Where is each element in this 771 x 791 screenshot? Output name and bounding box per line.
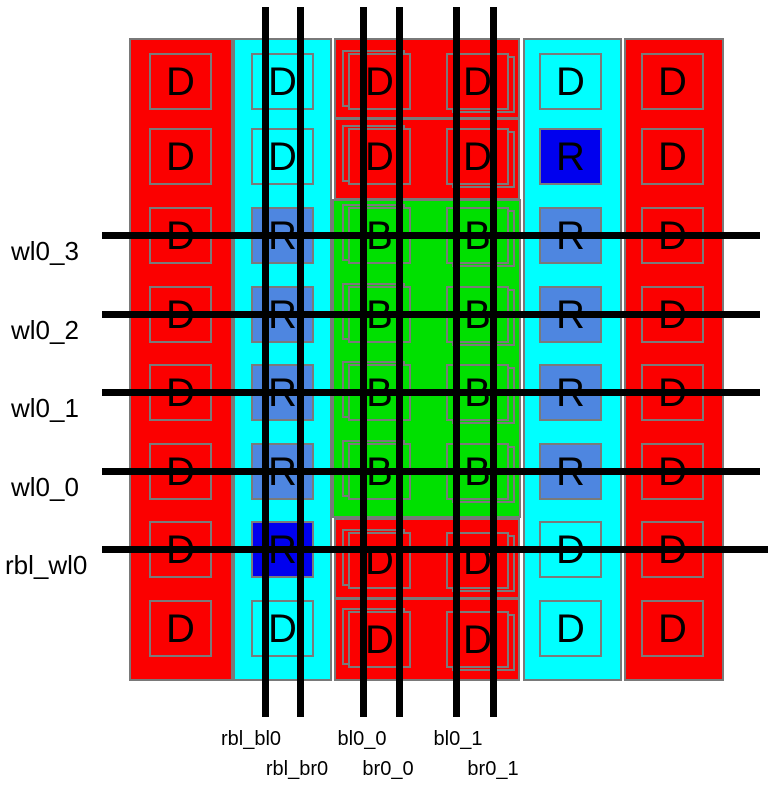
wordline-label-wl0_0: wl0_0: [11, 472, 79, 502]
bitline-rbl_bl0: [262, 7, 269, 717]
wordline-label-wl0_1: wl0_1: [11, 393, 79, 423]
bitline-label-br0_0: br0_0: [362, 758, 414, 780]
wordline-wl0_0: [102, 468, 760, 475]
bitline-rbl_br0: [297, 7, 304, 717]
bitline-label-br0_1: br0_1: [467, 758, 519, 780]
cell-c5-r0: D: [641, 53, 704, 110]
cell-c5-r1: D: [641, 128, 704, 185]
bitline-label-rbl_br0: rbl_br0: [265, 758, 329, 780]
cell-c0-r0: D: [149, 53, 212, 110]
cell-c0-r7: D: [149, 600, 212, 657]
bitline-label-rbl_bl0: rbl_bl0: [220, 728, 282, 750]
bitline-br0_0: [396, 7, 403, 717]
bitline-label-bl0_0: bl0_0: [337, 728, 387, 750]
wordline-wl0_3: [102, 232, 760, 239]
cell-c1-r0: D: [251, 53, 314, 110]
cell-c4-r1: R: [539, 128, 602, 185]
bitline-label-bl0_1: bl0_1: [433, 728, 483, 750]
bitline-br0_1: [490, 7, 497, 717]
cell-c5-r7: D: [641, 600, 704, 657]
wordline-label-wl0_2: wl0_2: [11, 315, 79, 345]
bitline-bl0_1: [453, 7, 460, 717]
cell-c4-r7: D: [539, 600, 602, 657]
wordline-label-rbl_wl0: rbl_wl0: [5, 550, 88, 580]
cell-c1-r7: D: [251, 600, 314, 657]
wordline-label-wl0_3: wl0_3: [11, 236, 79, 266]
cell-c0-r1: D: [149, 128, 212, 185]
cell-c4-r0: D: [539, 53, 602, 110]
bitline-bl0_0: [360, 7, 367, 717]
cell-c1-r1: D: [251, 128, 314, 185]
wordline-wl0_2: [102, 311, 760, 318]
wordline-rbl_wl0: [102, 546, 768, 553]
wordline-wl0_1: [102, 389, 760, 396]
